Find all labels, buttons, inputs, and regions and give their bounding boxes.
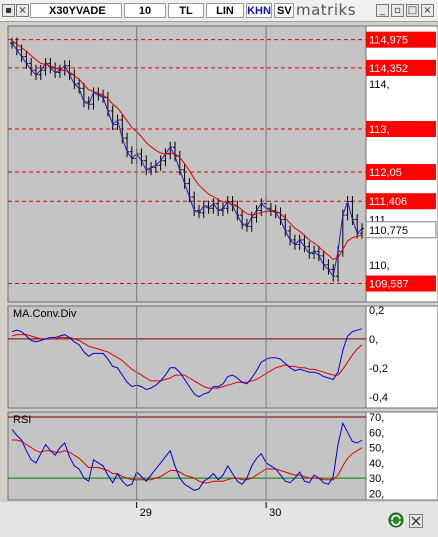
level-label: 111,406	[369, 196, 407, 208]
toolbar: ▪ × X30YVADE 10 TL LIN KHN SV matriks _ …	[0, 0, 438, 22]
period-field[interactable]: 10	[124, 3, 166, 18]
y-tick-label: 40,	[369, 458, 384, 470]
y-tick-label: 20,	[369, 488, 384, 500]
x-tick-label: 30	[269, 507, 281, 519]
y-tick-label: -0,2	[369, 363, 388, 375]
time-axis-strip	[0, 502, 438, 519]
level-label: 109,587	[369, 279, 409, 291]
y-tick-label: 60,	[369, 427, 384, 439]
y-tick-label: -0,4	[369, 392, 388, 404]
restore-icon[interactable]: ▫	[391, 4, 404, 17]
level-label: 114,352	[369, 63, 408, 75]
x-tick-label: 29	[140, 507, 152, 519]
y-tick-label: 110,	[369, 260, 390, 272]
rsi-line	[11, 421, 363, 491]
brand-logo: matriks	[296, 1, 357, 19]
minimize-icon[interactable]: _	[376, 4, 389, 17]
level-label: 114,975	[369, 35, 408, 47]
y-tick-label: 50,	[369, 443, 384, 455]
level-label-box	[366, 31, 436, 48]
level-label-box	[366, 164, 436, 181]
menu-icon[interactable]: ▪	[2, 4, 15, 17]
price-close-line	[11, 42, 363, 278]
symbol-field[interactable]: X30YVADE	[30, 3, 122, 18]
chart-style-field[interactable]: SV	[274, 3, 294, 18]
y-tick-label: 114,	[369, 79, 390, 91]
y-tick-label: 30,	[369, 473, 384, 485]
mode-field[interactable]: KHN	[246, 3, 272, 18]
plot-background	[7, 411, 367, 501]
panel-title: MA.Conv.Div	[13, 308, 77, 320]
plot-background	[7, 305, 367, 409]
level-label-box	[366, 59, 436, 76]
last-price-label: 110,775	[369, 225, 408, 237]
refresh-icon[interactable]	[388, 512, 404, 528]
time-axis: 29 30	[0, 26, 438, 519]
y-tick-label: 0,2	[369, 305, 384, 317]
panel-close-icon[interactable]	[409, 514, 423, 528]
y-axis-strip	[365, 305, 438, 409]
status-bar	[0, 519, 438, 537]
maximize-icon[interactable]: □	[406, 4, 419, 17]
macd-panel: 0,2 0, -0,2 -0,4 MA.Conv.Div	[7, 305, 438, 409]
chart-area[interactable]: 114,975 114,352 113, 112,05 111,406 109,587 11…	[0, 22, 438, 519]
y-tick-label: 0,	[369, 334, 378, 346]
last-price-box	[365, 221, 437, 239]
macd-line	[11, 328, 363, 398]
close-x-icon[interactable]: ×	[16, 4, 29, 17]
panel-title: RSI	[13, 414, 31, 426]
level-label-box	[366, 121, 436, 138]
level-label: 113,	[369, 124, 390, 136]
moving-average-line	[11, 40, 363, 260]
y-axis-strip	[365, 411, 438, 501]
currency-field[interactable]: TL	[168, 3, 204, 18]
window-close-icon[interactable]: ×	[421, 4, 434, 17]
rsi-average-line	[12, 439, 363, 484]
level-label-box	[366, 193, 436, 210]
level-label: 112,05	[369, 167, 402, 179]
rsi-panel: 70, 60, 50, 40, 30, 20, RSI	[7, 411, 438, 501]
price-panel: 114,975 114,352 113, 112,05 111,406 109,587 11…	[7, 25, 438, 303]
level-label-box	[366, 275, 436, 292]
y-tick-label: 70,	[369, 412, 384, 424]
scale-field[interactable]: LIN	[206, 3, 244, 18]
